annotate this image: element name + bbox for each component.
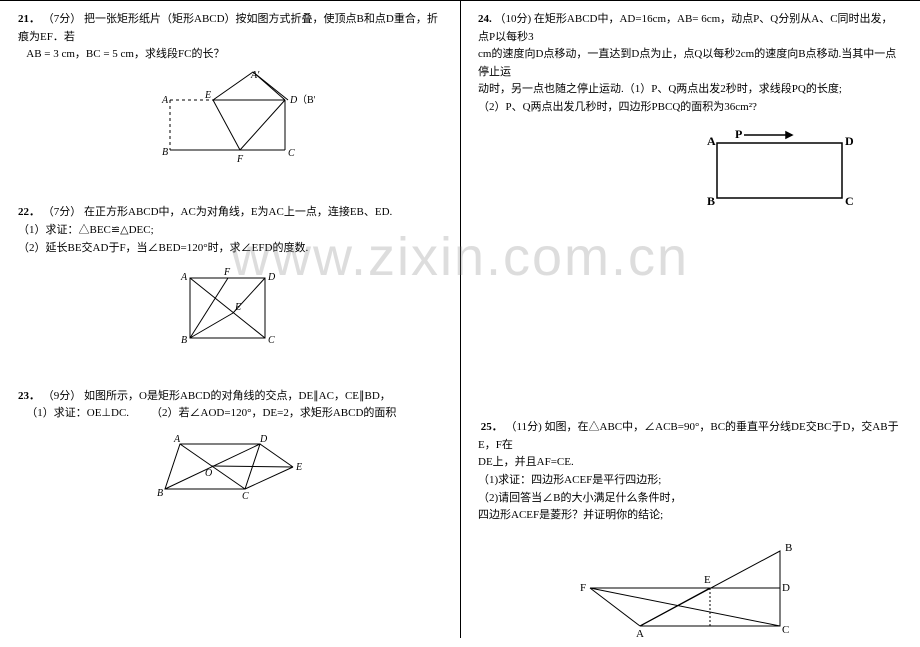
problem-25-figure-wrap: A B C D E F bbox=[478, 531, 902, 647]
label-E23: E bbox=[295, 462, 302, 473]
label-F25: F bbox=[580, 582, 586, 594]
problem-24-line2: cm的速度向D点移动，一直达到D点为止，点Q以每秒2cm的速度向B点移动.当其中… bbox=[478, 48, 896, 78]
problem-25-number: 25． bbox=[481, 421, 503, 433]
page: www.zixin.com.cn 21． （7分） 把一张矩形纸片（矩形ABCD… bbox=[0, 0, 920, 637]
problem-23-line1: 如图所示，O是矩形ABCD的对角线的交点，DE∥AC，CE∥BD， bbox=[84, 390, 391, 402]
label-C25: C bbox=[782, 624, 789, 636]
problem-23-score: （9分） bbox=[43, 390, 82, 402]
problem-24-line4: （2）P、Q两点出发几秒时，四边形PBCQ的面积为36cm²? bbox=[478, 101, 757, 113]
problem-24-score: （10分) bbox=[495, 13, 532, 25]
label-O23: O bbox=[205, 468, 212, 479]
problem-22-sub2: （2）延长BE交AD于F，当∠BED=120°时，求∠EFD的度数. bbox=[18, 242, 308, 254]
problem-23: 23． （9分） 如图所示，O是矩形ABCD的对角线的交点，DE∥AC，CE∥B… bbox=[18, 388, 442, 516]
problem-25-sub3: 四边形ACEF是菱形？并证明你的结论; bbox=[478, 509, 663, 521]
problem-25-sub2: （2)请回答当∠B的大小满足什么条件时， bbox=[478, 492, 682, 504]
left-column: 21． （7分） 把一张矩形纸片（矩形ABCD）按如图方式折叠，使顶点B和点D重… bbox=[0, 1, 460, 637]
problem-21-number: 21． bbox=[18, 13, 40, 25]
label-B25: B bbox=[785, 542, 792, 554]
problem-24-figure: A B C D P bbox=[702, 123, 862, 213]
problem-22-figure: A B C D F E bbox=[165, 263, 295, 353]
right-column: 24. （10分) 在矩形ABCD中，AD=16cm，AB= 6cm，动点P、Q… bbox=[460, 1, 920, 637]
problem-25-line1: 如图，在△ABC中，∠ACB=90°，BC的垂直平分线DE交BC于D，交AB于E… bbox=[478, 421, 899, 451]
label-B: B bbox=[162, 147, 168, 158]
problem-21-line2: AB = 3 cm，BC = 5 cm，求线段FC的长？ bbox=[26, 48, 224, 60]
problem-24: 24. （10分) 在矩形ABCD中，AD=16cm，AB= 6cm，动点P、Q… bbox=[478, 11, 902, 219]
label-A24: A bbox=[707, 134, 716, 148]
problem-25-score: （11分) bbox=[506, 421, 542, 433]
label-A: A bbox=[161, 95, 169, 106]
label-C22: C bbox=[268, 335, 275, 346]
label-B22: B bbox=[181, 335, 187, 346]
label-Bprime: （B′） bbox=[297, 94, 315, 106]
problem-25-figure: A B C D E F bbox=[560, 531, 820, 641]
label-D22: D bbox=[267, 272, 276, 283]
problem-23-figure: A B C D O E bbox=[145, 429, 315, 509]
label-P24: P bbox=[735, 127, 742, 141]
problem-25-line2: DE上，并且AF=CE. bbox=[478, 456, 574, 468]
label-D23: D bbox=[259, 434, 268, 445]
label-F22: F bbox=[223, 267, 231, 278]
label-A22: A bbox=[180, 272, 188, 283]
label-C23: C bbox=[242, 491, 249, 502]
label-D25: D bbox=[782, 582, 790, 594]
problem-22-score: （7分） bbox=[43, 206, 82, 218]
problem-21: 21． （7分） 把一张矩形纸片（矩形ABCD）按如图方式折叠，使顶点B和点D重… bbox=[18, 11, 442, 176]
problem-24-figure-wrap: A B C D P bbox=[478, 123, 902, 220]
label-E22: E bbox=[234, 302, 241, 313]
problem-21-figure-wrap: A B C D （B′） A′ E F bbox=[18, 70, 442, 177]
problem-22-line1: 在正方形ABCD中，AC为对角线，E为AC上一点，连接EB、ED. bbox=[84, 206, 392, 218]
problem-24-line1: 在矩形ABCD中，AD=16cm，AB= 6cm，动点P、Q分别从A、C同时出发… bbox=[478, 13, 893, 43]
label-A23: A bbox=[173, 434, 181, 445]
problem-21-score: （7分） bbox=[43, 13, 82, 25]
problem-22-figure-wrap: A B C D F E bbox=[18, 263, 442, 360]
label-F: F bbox=[236, 154, 244, 165]
problem-24-number: 24. bbox=[478, 13, 492, 25]
label-A25: A bbox=[636, 628, 644, 640]
label-Aprime: A′ bbox=[250, 70, 260, 81]
problem-23-figure-wrap: A B C D O E bbox=[18, 429, 442, 516]
problem-25-sub1: （1)求证：四边形ACEF是平行四边形; bbox=[478, 474, 661, 486]
label-B24: B bbox=[707, 194, 715, 208]
problem-23-sub2: （2）若∠AOD=120°，DE=2，求矩形ABCD的面积 bbox=[151, 407, 396, 419]
problem-22: 22． （7分） 在正方形ABCD中，AC为对角线，E为AC上一点，连接EB、E… bbox=[18, 204, 442, 359]
label-E25: E bbox=[704, 574, 711, 586]
label-D24: D bbox=[845, 134, 854, 148]
problem-25: 25． （11分) 如图，在△ABC中，∠ACB=90°，BC的垂直平分线DE交… bbox=[478, 419, 902, 647]
label-B23: B bbox=[157, 488, 163, 499]
problem-21-line1: 把一张矩形纸片（矩形ABCD）按如图方式折叠，使顶点B和点D重合，折痕为EF．若 bbox=[18, 13, 438, 43]
label-E: E bbox=[204, 90, 211, 101]
problem-21-figure: A B C D （B′） A′ E F bbox=[145, 70, 315, 170]
problem-23-sub1: （1）求证：OE⊥DC. bbox=[26, 407, 129, 419]
label-C24: C bbox=[845, 194, 854, 208]
problem-22-sub1: （1）求证：△BEC≌△DEC; bbox=[18, 224, 154, 236]
problem-23-number: 23． bbox=[18, 390, 40, 402]
problem-22-number: 22． bbox=[18, 206, 40, 218]
problem-24-line3: 动时，另一点也随之停止运动.（1）P、Q两点出发2秒时，求线段PQ的长度; bbox=[478, 83, 842, 95]
label-C: C bbox=[288, 148, 295, 159]
